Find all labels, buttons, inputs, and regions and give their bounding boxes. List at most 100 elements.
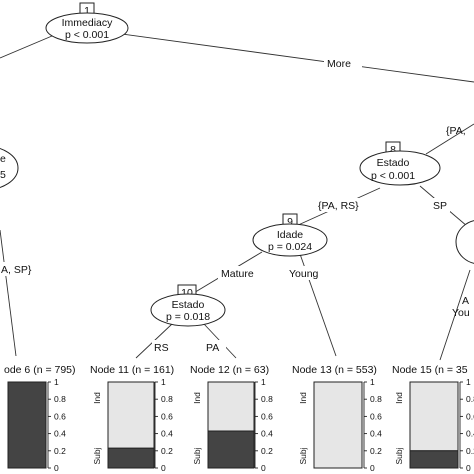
edge-label-top-right: {PA, [446,125,466,137]
edge-labels: More A, SP} {PA, {PA, RS} SP Mature Youn… [0,56,470,354]
axis-tick-label: 0.2 [161,446,173,456]
node-variable: Idade [277,229,303,241]
tree-edges [0,33,474,361]
bar-ind [107,381,155,449]
node-variable: Estado [377,157,410,169]
node-p-value: p = 0.018 [166,311,210,323]
axis-tick-label: 0.8 [261,394,273,404]
axis-tick-label: 0.2 [370,446,382,456]
edge-left-down [0,229,17,357]
ind-label: Ind [298,392,308,404]
edge-label-sp: SP [433,200,447,212]
terminal-node-11: Node 11 (n = 161) Ind Subj 1 0.8 0.6 0.4 0.2 0 [88,362,191,473]
node-ellipse [359,150,441,186]
inner-node-10: 10 Estado p = 0.018 [150,284,226,327]
bar-frame [207,381,255,469]
node-p-value: p < 0.001 [371,170,415,182]
ind-label: Ind [394,392,404,404]
terminal-node-12: Node 12 (n = 63) Ind Subj 1 0.8 0.6 0.4 0.2 0 [188,362,285,473]
edge-label-left-pa-sp: A, SP} [1,264,32,276]
axis-tick-label: 0.6 [161,411,173,421]
subj-label: Subj [192,447,202,464]
edge-label-young: Young [289,268,319,280]
edge-label-mature: Mature [221,268,254,280]
node-number: 9 [287,216,293,228]
axis-tick-label: 0.4 [261,429,273,439]
axis-tick-label: 0.8 [370,394,382,404]
inner-node-8: 8 Estado p < 0.001 [359,141,441,186]
axis-tick-label: 0.2 [261,446,273,456]
axis-tick-label: 0.6 [466,411,474,421]
axis-tick-label: 0.4 [466,429,474,439]
ind-label: Ind [92,392,102,404]
bar-frame [409,381,459,469]
axis-tick-label: 0.8 [54,394,66,404]
node-number: 10 [181,287,193,299]
axis-tick-label: 1 [161,377,166,387]
terminal-title: Node 11 (n = 161) [90,364,174,376]
node-ellipse [455,220,474,264]
node-p-value: p < 0.001 [65,29,109,41]
node-ellipse [45,12,129,44]
node-number: 8 [390,144,396,156]
terminal-node-15: Node 15 (n = 35 Ind Subj 1 0.8 0.6 0.4 0.2 0 [390,362,474,473]
edge-1-right [121,33,474,83]
axis-tick-label: 0.2 [54,446,66,456]
node-ellipse [252,223,328,257]
axis-tick-label: 0 [161,463,166,473]
node-variable: Immediacy [62,17,114,29]
ind-label: Ind [192,392,202,404]
node-p-value: 5 [0,169,6,181]
edge-label-right-a: A [462,295,469,307]
terminal-title: Node 12 (n = 63) [190,364,269,376]
node-variable: e [0,153,6,165]
axis-tick-label: 0 [54,463,59,473]
axis-tick-label: 0 [261,463,266,473]
subj-label: Subj [394,447,404,464]
bar-frame [313,381,363,469]
node-p-value: p = 0.024 [268,241,312,253]
bar-subj [409,450,459,469]
node-variable: Estado [172,299,205,311]
axis-tick-label: 0 [466,463,471,473]
terminal-title: ode 6 (n = 795) [4,364,76,376]
node-ellipse [150,293,226,327]
edge-label-pa-rs: {PA, RS} [318,200,359,212]
bar-subj [107,447,155,469]
bar-ind [313,381,363,469]
bar-subj [7,381,47,469]
bar-subj [207,430,255,469]
axis-tick-label: 1 [466,377,471,387]
edge-8-top [425,123,474,155]
inner-node-9: 9 Idade p = 0.024 [252,213,328,257]
axis-tick-label: 0.6 [261,411,273,421]
edge-1-left [0,35,53,59]
edge-right-down [439,269,471,361]
axis-tick-label: 0.8 [161,394,173,404]
subj-label: Subj [92,447,102,464]
subj-label: Subj [298,447,308,464]
axis-tick-label: 0.4 [161,429,173,439]
edge-label-rs: RS [154,342,169,354]
edge-label-pa: PA [206,342,219,354]
bar-ind [207,381,255,432]
axis-tick-label: 0.4 [54,429,66,439]
axis-tick-label: 1 [261,377,266,387]
axis-tick-label: 1 [370,377,375,387]
edge-label-more: More [327,58,351,70]
axis-tick-label: 1 [54,377,59,387]
terminal-node-6: ode 6 (n = 795)1 0.8 0.6 0.4 0.2 0 [2,362,93,473]
axis-tick-label: 0.6 [370,411,382,421]
bar-frame [7,381,47,469]
axis-tick-label: 0 [370,463,375,473]
axis-tick-label: 0.2 [466,446,474,456]
axis-tick-label: 0.4 [370,429,382,439]
terminal-title: Node 13 (n = 553) [292,364,377,376]
inner-node-left: e 5 [0,148,19,188]
node-ellipse [0,148,19,188]
inner-node-1: 1 Immediacy p < 0.001 [45,2,129,44]
axis-tick-label: 0.6 [54,411,66,421]
inner-node-right [455,220,474,264]
